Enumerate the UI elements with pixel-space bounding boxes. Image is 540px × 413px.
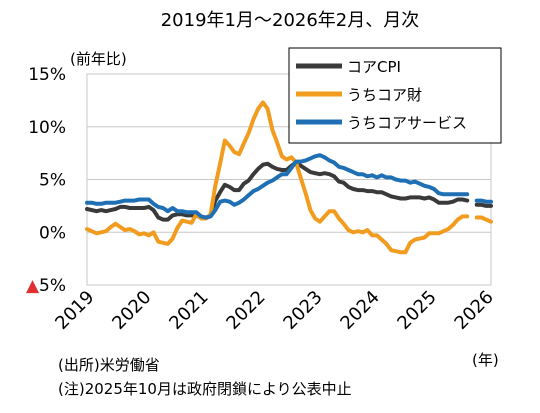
footnote: (注)2025年10月は政府閉鎖により公表中止 <box>58 380 352 398</box>
series-lines <box>85 100 493 255</box>
y-tick-label: 5% <box>39 171 66 191</box>
y-tick-label: 15% <box>28 65 66 85</box>
y-tick-value: 5% <box>39 276 66 296</box>
series-line-1 <box>85 100 493 255</box>
x-tick-label: 2025 <box>394 287 441 334</box>
x-tick-label: 2024 <box>336 287 383 334</box>
y-tick-value: 5% <box>39 171 66 191</box>
y-tick-label: ▲5% <box>26 276 66 296</box>
negative-marker: ▲ <box>26 276 40 296</box>
series-line-0 <box>85 160 493 222</box>
x-tick-label: 2021 <box>165 287 212 334</box>
x-tick-label: 2026 <box>451 287 498 334</box>
y-tick-value: 0% <box>39 223 66 243</box>
x-tick-label: 2020 <box>108 287 155 334</box>
x-axis-unit-label: (年) <box>472 351 499 369</box>
legend-label: うちコアサービス <box>347 114 467 132</box>
source-note: (出所)米労働省 <box>58 356 160 374</box>
y-tick-value: 15% <box>28 65 66 85</box>
y-tick-label: 0% <box>39 223 66 243</box>
x-tick-label: 2022 <box>222 287 269 334</box>
x-tick-labels: 2019 2020 2021 2022 2023 2024 2025 2026 <box>51 287 497 334</box>
chart-title: 2019年1月～2026年2月、月次 <box>161 10 420 31</box>
y-tick-labels: 15%10%5%0%▲5% <box>26 65 66 296</box>
legend-label: コアCPI <box>347 58 401 76</box>
x-tick-label: 2023 <box>279 287 326 334</box>
series-line-2 <box>85 153 493 220</box>
plot-area <box>85 73 493 286</box>
y-tick-label: 10% <box>28 118 66 138</box>
y-axis-label: (前年比) <box>70 50 127 68</box>
y-tick-value: 10% <box>28 118 66 138</box>
legend-label: うちコア財 <box>347 86 422 104</box>
